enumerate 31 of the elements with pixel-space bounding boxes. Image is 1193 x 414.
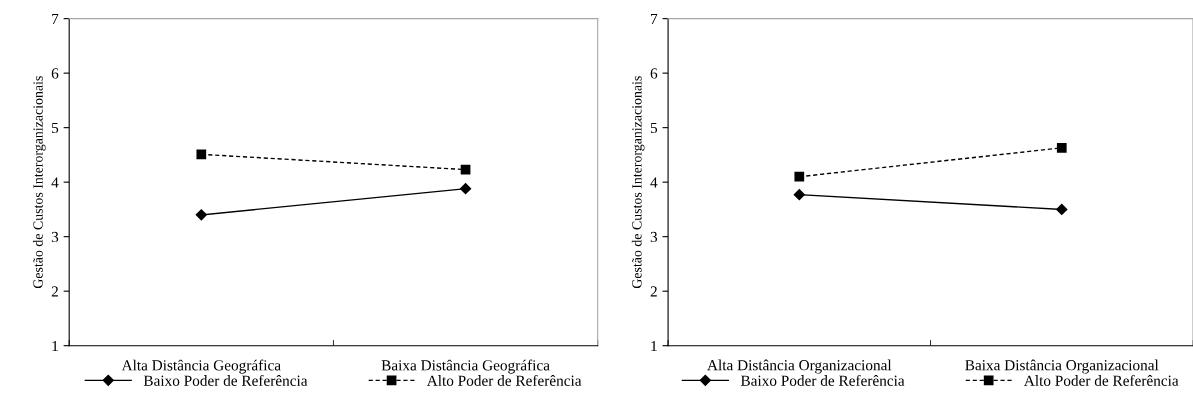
point bbox=[195, 209, 207, 221]
legend-label: Alto Poder de Referência bbox=[1023, 374, 1179, 386]
y-tick-label: 2 bbox=[51, 286, 58, 297]
y-tick-label: 3 bbox=[51, 231, 59, 243]
legend-label: Baixo Poder de Referência bbox=[143, 374, 308, 386]
x-tick-label: Baixa Distância Geográfica bbox=[381, 359, 550, 374]
y-tick-label: 3 bbox=[650, 231, 658, 243]
y-tick-label: 5 bbox=[52, 122, 59, 134]
y-tick-label: 6 bbox=[51, 68, 59, 79]
point bbox=[1056, 203, 1068, 216]
x-tick-label: Alta Distância Geográfica bbox=[121, 359, 281, 374]
point bbox=[1056, 142, 1067, 153]
y-tick-label: 6 bbox=[650, 68, 658, 79]
y-axis-title: Gestão de Custos Interorganizacionais bbox=[32, 76, 46, 289]
y-axis-title: Gestão de Custos Interorganizacionais bbox=[631, 76, 645, 289]
legend-label: Baixo Poder de Referência bbox=[740, 374, 905, 386]
y-tick-label: 1 bbox=[651, 340, 657, 351]
x-tick-label: Baixa Distância Organizacional bbox=[965, 359, 1159, 374]
point bbox=[459, 183, 472, 195]
y-tick-label: 1 bbox=[52, 340, 58, 351]
y-tick-label: 5 bbox=[650, 122, 658, 134]
y-tick-label: 4 bbox=[650, 177, 658, 188]
y-tick-label: 2 bbox=[650, 286, 657, 297]
point bbox=[196, 149, 207, 160]
point bbox=[793, 189, 805, 201]
legend-label: Alto Poder de Referência bbox=[426, 374, 582, 386]
x-tick-label: Alta Distância Organizacional bbox=[707, 359, 892, 374]
y-tick-label: 4 bbox=[51, 177, 59, 188]
point bbox=[794, 171, 805, 182]
y-tick-label: 7 bbox=[651, 13, 658, 24]
y-tick-label: 7 bbox=[52, 13, 59, 24]
